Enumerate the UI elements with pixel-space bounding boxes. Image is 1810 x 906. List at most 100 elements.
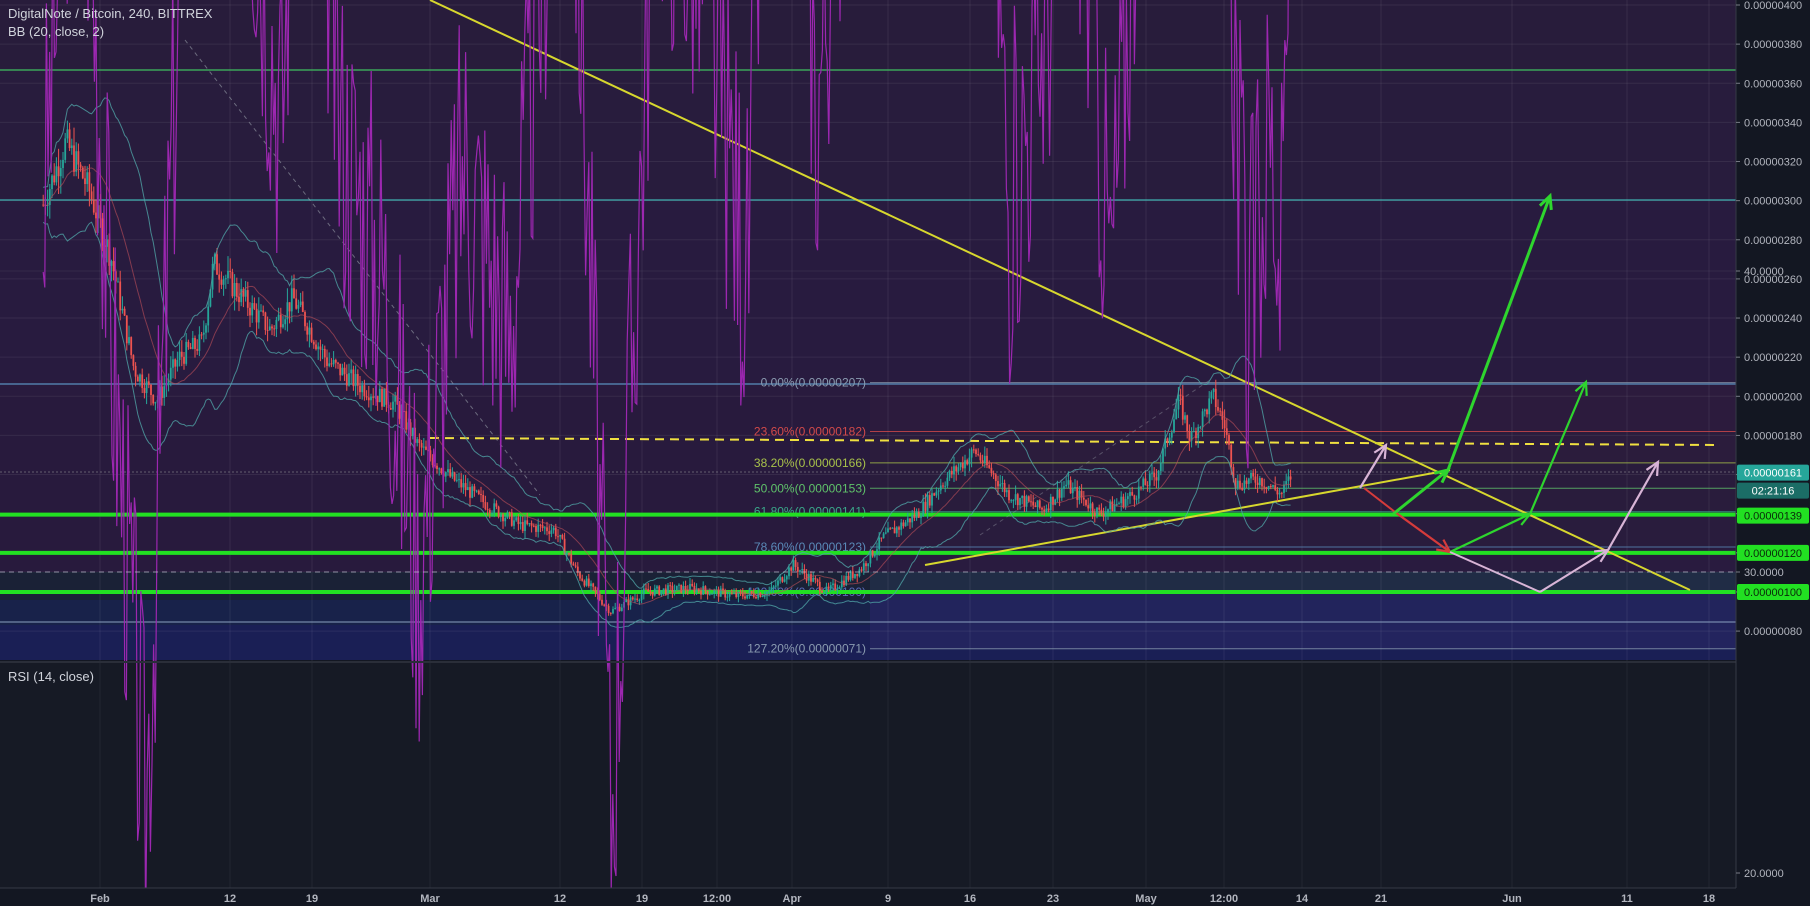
candle-body — [381, 388, 383, 407]
candle-body — [697, 588, 700, 591]
candle-body — [667, 585, 669, 595]
candle-body — [194, 337, 196, 349]
candle-body — [460, 479, 463, 488]
candle-body — [726, 596, 729, 598]
candle-body — [418, 439, 421, 444]
candle-body — [95, 212, 97, 219]
rsi-pane — [0, 662, 1736, 906]
candle-body — [939, 485, 942, 491]
bollinger-lower — [42, 221, 1291, 628]
candle-body — [607, 605, 610, 613]
candle-body — [282, 324, 284, 328]
fib-label: 78.60%(0.00000123) — [754, 540, 866, 554]
candle-body — [497, 506, 500, 517]
candle-body — [55, 166, 58, 183]
candle-body — [68, 129, 71, 149]
candle-body — [1151, 472, 1153, 474]
candle-body — [570, 554, 573, 564]
candle-body — [504, 517, 507, 522]
candle-body — [651, 591, 654, 596]
current-price-tag — [1737, 464, 1809, 481]
candle-body — [513, 520, 515, 526]
candle-body — [598, 594, 601, 600]
candle-body — [286, 302, 289, 320]
candle-body — [733, 592, 735, 594]
candle-body — [400, 410, 403, 419]
candle-body — [909, 518, 911, 523]
candle-body — [176, 360, 179, 367]
candle-body — [315, 344, 317, 350]
candle-body — [933, 493, 936, 496]
pink-arrow-up-3 — [1607, 461, 1659, 551]
candle-body — [572, 563, 575, 566]
candle-body — [735, 592, 738, 597]
candle-body — [662, 588, 665, 591]
candle-body — [937, 490, 940, 492]
candle-body — [975, 449, 977, 455]
fib-label: 0.00%(0.00000207) — [761, 376, 866, 390]
price-axis-bg — [1736, 0, 1810, 906]
candle-body — [865, 563, 867, 567]
candle-body — [966, 460, 969, 465]
candle-body — [1230, 444, 1233, 468]
candle-body — [308, 327, 311, 335]
candle-body — [891, 527, 894, 529]
candle-body — [339, 363, 342, 376]
candle-body — [612, 609, 614, 614]
candle-body — [1241, 487, 1244, 490]
candle-body — [196, 348, 199, 351]
candle-body — [1032, 501, 1035, 506]
candle-body — [271, 326, 273, 329]
price-tick-label: 0.00000260 — [1744, 274, 1802, 286]
candle-body — [262, 310, 265, 313]
downtrend-line — [429, 0, 1691, 591]
candle-body — [757, 593, 760, 599]
price-tick-label: 0.00000280 — [1744, 235, 1802, 247]
candle-body — [847, 575, 850, 580]
candle-body — [805, 573, 808, 581]
candle-body — [1019, 498, 1021, 506]
candle-body — [480, 494, 482, 496]
candle-body — [200, 334, 203, 336]
candle-body — [708, 593, 711, 595]
candle-body — [803, 569, 806, 574]
bollinger-basis — [43, 167, 1291, 605]
candle-body — [972, 449, 975, 451]
candle-body — [317, 346, 320, 350]
candle-body — [372, 396, 375, 398]
candle-body — [1184, 415, 1186, 420]
candle-body — [543, 527, 546, 529]
time-tick-label: 23 — [1047, 893, 1059, 905]
candle-body — [1258, 478, 1261, 486]
candle-body — [627, 599, 630, 606]
candle-body — [1091, 503, 1094, 513]
candle-body — [1126, 496, 1129, 500]
candle-body — [532, 525, 535, 527]
candle-body — [1021, 495, 1024, 499]
candle-body — [1120, 496, 1123, 504]
candle-body — [304, 311, 306, 327]
candle-body — [1232, 467, 1235, 479]
candle-body — [964, 460, 966, 469]
candle-body — [341, 367, 344, 376]
candle-body — [1179, 394, 1182, 396]
candle-body — [845, 575, 848, 586]
pink-arrow-up-head — [1373, 442, 1388, 460]
candle-body — [860, 569, 863, 571]
candle-body — [959, 463, 962, 468]
candle-body — [557, 536, 559, 538]
candle-body — [174, 359, 177, 367]
candle-body — [1245, 480, 1248, 484]
candle-body — [671, 585, 674, 593]
candle-body — [306, 326, 309, 335]
candle-body — [365, 396, 368, 398]
candle-body — [147, 381, 150, 385]
candle-body — [205, 325, 207, 333]
candle-body — [673, 590, 676, 593]
candle-body — [1093, 512, 1096, 516]
candle-body — [268, 326, 271, 331]
candle-body — [744, 596, 746, 599]
green-arrow-big-head — [1538, 192, 1553, 211]
candle-body — [576, 566, 579, 573]
